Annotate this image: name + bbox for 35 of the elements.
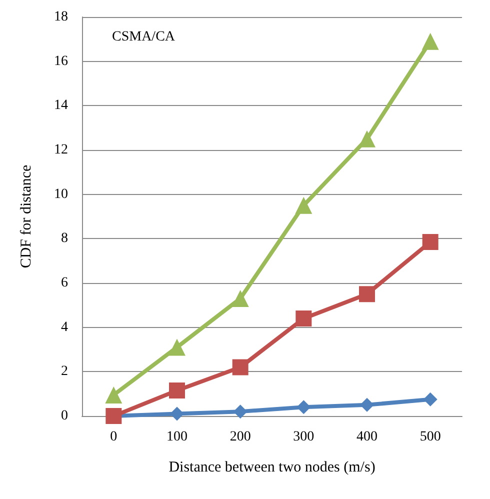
point [360,398,374,412]
point [232,290,249,308]
y-axis-title: CDF for distance [18,164,34,268]
point [233,404,248,419]
y-tick-label: 0 [61,408,68,424]
x-tick-label: 500 [420,430,441,444]
y-tick-label: 10 [54,186,68,202]
point [168,338,186,356]
point [232,359,248,376]
y-tick-label: 6 [61,276,68,290]
point [422,32,439,50]
x-tick-label: 300 [293,430,314,444]
y-tick-label: 18 [54,10,68,24]
x-tick-label: 400 [356,430,378,444]
x-axis-title: Distance between two nodes (m/s) [168,460,376,476]
point [423,392,438,406]
point [295,196,312,214]
x-tick-label: 200 [230,430,251,444]
point [170,406,184,421]
point [105,386,122,404]
point [422,234,438,250]
y-tick-label: 4 [61,320,68,335]
x-tick-label: 0 [110,430,118,444]
point [169,382,185,399]
annotation: CSMA/CA [112,30,176,44]
point [296,310,312,326]
y-tick-label: 16 [54,54,68,69]
x-tick-label: 100 [166,430,188,444]
y-tick-label: 2 [61,364,68,380]
y-tick-label: 8 [61,231,68,246]
point [359,286,375,302]
y-tick-label: 14 [54,98,68,114]
point [358,130,376,148]
y-tick-label: 12 [54,142,68,158]
point [296,400,311,414]
